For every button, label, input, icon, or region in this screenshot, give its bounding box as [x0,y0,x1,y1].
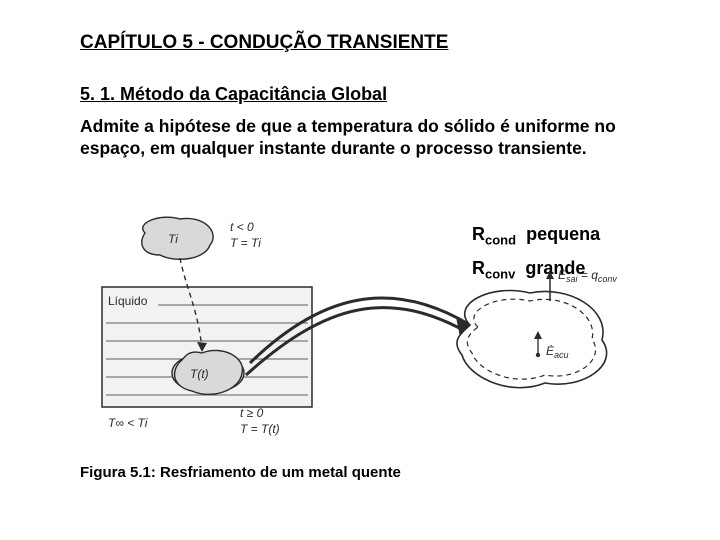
label-t-of-t: T(t) [190,367,209,381]
chapter-title: CAPÍTULO 5 - CONDUÇÃO TRANSIENTE [80,32,640,54]
label-t-pos: t ≥ 0 [240,406,264,420]
label-esai: Ėsai = qconv [558,268,617,284]
section-title: 5. 1. Método da Capacitância Global [80,84,640,105]
diagram-figure: Líquido Ti t < 0 T = Ti T(t) t ≥ 0 T = T… [90,215,630,445]
label-tinf: T∞ < Ti [108,416,148,430]
intro-paragraph: Admite a hipótese de que a temperatura d… [80,115,640,160]
label-t-eq-ti: T = Ti [230,236,261,250]
label-t-neg: t < 0 [230,220,254,234]
blob-zoom [457,291,607,388]
label-liquid: Líquido [108,294,148,308]
figure-caption: Figura 5.1: Resfriamento de um metal que… [80,464,401,481]
label-ti: Ti [168,232,178,246]
label-t-eq-tt: T = T(t) [240,422,280,436]
